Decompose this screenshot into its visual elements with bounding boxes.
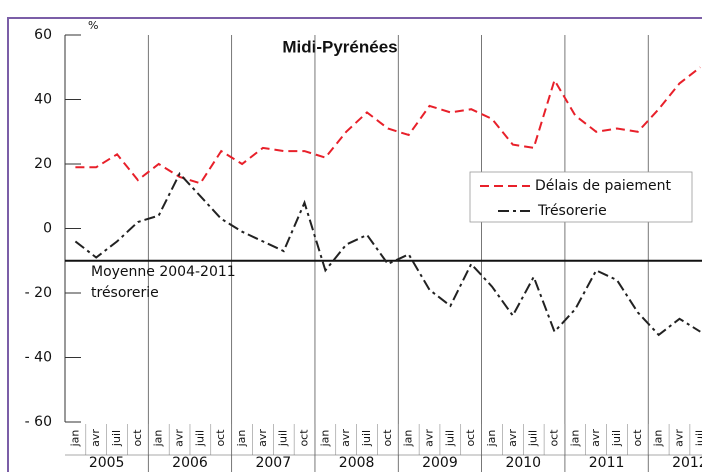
x-tick-label: oct xyxy=(631,429,644,447)
y-tick-label: - 20 xyxy=(25,285,52,301)
x-tick-label: jan xyxy=(235,430,248,448)
x-tick-label: juil xyxy=(443,430,456,447)
chart-title: Midi-Pyrénées xyxy=(282,37,397,56)
x-tick-label: jan xyxy=(485,430,498,448)
y-tick-label: 20 xyxy=(34,156,52,172)
x-tick-label: avr xyxy=(672,429,685,447)
year-label: 2011 xyxy=(589,455,625,471)
year-label: 2005 xyxy=(89,455,125,471)
legend-label: Délais de paiement xyxy=(535,178,672,194)
x-tick-label: juil xyxy=(360,430,373,447)
reference-label: Moyenne 2004-2011 xyxy=(91,264,236,280)
x-tick-label: jan xyxy=(68,430,81,448)
x-tick-label: oct xyxy=(298,429,311,447)
year-label: 2007 xyxy=(255,455,291,471)
x-tick-label: jan xyxy=(402,430,415,448)
x-tick-label: oct xyxy=(214,429,227,447)
x-tick-label: avr xyxy=(256,429,269,447)
legend-label: Trésorerie xyxy=(537,203,607,219)
year-label: 2012 xyxy=(672,455,702,471)
x-tick-label: juil xyxy=(610,430,623,447)
series-line xyxy=(75,66,701,185)
x-tick-label: avr xyxy=(589,429,602,447)
x-tick-label: oct xyxy=(548,429,561,447)
x-tick-label: oct xyxy=(131,429,144,447)
x-tick-label: jan xyxy=(652,430,665,448)
x-tick-label: jan xyxy=(318,430,331,448)
frame xyxy=(7,17,702,472)
x-tick-label: juil xyxy=(110,430,123,447)
series-line xyxy=(74,171,701,337)
x-tick-label: juil xyxy=(277,430,290,447)
reference-label: trésorerie xyxy=(91,285,159,301)
x-tick-label: juil xyxy=(193,430,206,447)
year-label: 2006 xyxy=(172,455,208,471)
x-tick-label: oct xyxy=(464,429,477,447)
y-tick-label: 40 xyxy=(34,92,52,108)
x-tick-label: juil xyxy=(693,430,702,447)
y-tick-label: - 60 xyxy=(25,414,52,430)
year-label: 2008 xyxy=(339,455,375,471)
year-label: 2009 xyxy=(422,455,458,471)
x-tick-label: avr xyxy=(173,429,186,447)
x-tick-label: oct xyxy=(381,429,394,447)
y-tick-label: - 40 xyxy=(25,350,52,366)
x-tick-label: avr xyxy=(89,429,102,447)
x-tick-label: jan xyxy=(152,430,165,448)
y-unit: % xyxy=(88,19,98,32)
year-label: 2010 xyxy=(505,455,541,471)
y-tick-label: 60 xyxy=(34,27,52,43)
x-tick-label: avr xyxy=(423,429,436,447)
x-tick-label: avr xyxy=(339,429,352,447)
x-tick-label: juil xyxy=(527,430,540,447)
legend-box xyxy=(469,171,693,223)
x-tick-label: jan xyxy=(568,430,581,448)
y-tick-label: 0 xyxy=(43,221,52,237)
x-tick-label: avr xyxy=(506,429,519,447)
